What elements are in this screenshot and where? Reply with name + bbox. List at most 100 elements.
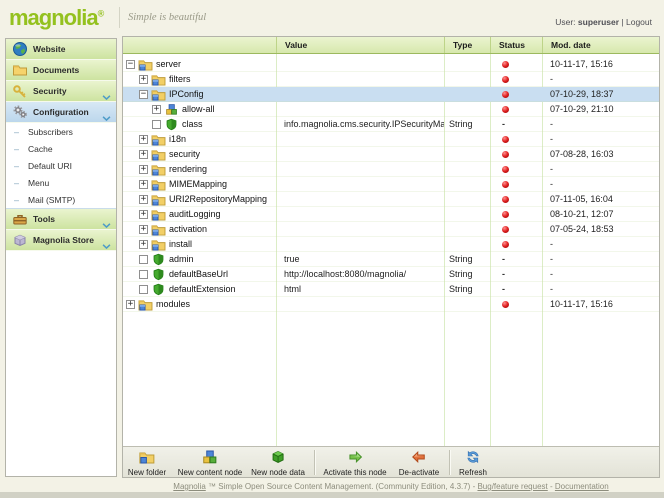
sidebar-item-label: Documents [33, 65, 80, 75]
moddate-cell: 07-08-28, 16:03 [550, 149, 614, 159]
sidebar-subitem-mail-smtp[interactable]: – Mail (SMTP) [6, 191, 116, 208]
new-folder-icon [139, 452, 155, 469]
expand-expander[interactable]: + [139, 238, 148, 249]
tree-row-defaultextension[interactable]: defaultExtension html String - - [123, 282, 659, 297]
sidebar-subitem-menu[interactable]: – Menu [6, 174, 116, 191]
bug-feature-request-link[interactable]: Bug/feature request [477, 482, 548, 491]
column-header-value[interactable]: Value [276, 37, 444, 53]
tree-row-install[interactable]: + install - [123, 237, 659, 252]
new-folder-button[interactable]: New folder [128, 449, 166, 477]
column-header-status[interactable]: Status [490, 37, 542, 53]
status-red-icon [502, 150, 509, 158]
status-red-icon [502, 135, 509, 143]
expand-expander[interactable]: + [139, 163, 148, 174]
tree-row-allow-all[interactable]: + allow-all 07-10-29, 21:10 [123, 102, 659, 117]
logout-link[interactable]: Logout [626, 17, 652, 27]
status-red-icon [502, 210, 509, 218]
new-node-data-button[interactable]: New node data [251, 449, 305, 477]
tree-node-label: modules [156, 299, 191, 309]
sidebar-item-website[interactable]: Website [6, 39, 116, 60]
sidebar-item-security[interactable]: Security [6, 81, 116, 102]
moddate-cell: 07-10-29, 21:10 [550, 104, 614, 114]
expand-expander[interactable]: + [139, 208, 148, 219]
expand-expander[interactable]: + [139, 223, 148, 234]
folder-icon [12, 62, 28, 78]
tree-row-filters[interactable]: + filters - [123, 72, 659, 87]
content-folder-icon [151, 73, 166, 86]
documentation-link[interactable]: Documentation [554, 482, 609, 491]
chevron-down-icon[interactable] [102, 88, 111, 106]
moddate-cell: 07-05-24, 18:53 [550, 224, 614, 234]
tree-name-cell: defaultExtension [123, 282, 276, 296]
content-folder-icon [151, 208, 166, 221]
magnolia-footer-link[interactable]: Magnolia [173, 482, 206, 491]
expand-expander[interactable]: + [139, 148, 148, 159]
tree-row-class[interactable]: class info.magnolia.cms.security.IPSecuri… [123, 117, 659, 132]
de-activate-button[interactable]: De-activate [399, 449, 439, 477]
new-content-node-button[interactable]: New content node [178, 449, 242, 477]
status-cell [490, 180, 542, 188]
chevron-down-icon[interactable] [102, 216, 111, 234]
tree-name-cell: + modules [123, 297, 276, 311]
toolbar-divider [449, 450, 450, 475]
tree-row-i18n[interactable]: + i18n - [123, 132, 659, 147]
leaf-node-box [152, 119, 161, 129]
sidebar-submenu: – Subscribers – Cache – Default URI – Menu – Mail… [6, 123, 116, 209]
expand-expander[interactable]: + [139, 178, 148, 189]
sidebar-item-magnolia-store[interactable]: Magnolia Store [6, 230, 116, 251]
column-header-type[interactable]: Type [444, 37, 490, 53]
column-header-moddate[interactable]: Mod. date [542, 37, 659, 53]
leaf-node-box [139, 269, 148, 279]
tree-row-uri2repositorymapping[interactable]: + URI2RepositoryMapping 07-11-05, 16:04 [123, 192, 659, 207]
action-toolbar: New folder New content node New node data A… [123, 446, 659, 477]
refresh-button[interactable]: Refresh [459, 449, 487, 477]
sidebar-subitem-subscribers[interactable]: – Subscribers [6, 123, 116, 140]
expand-expander[interactable]: + [126, 298, 135, 309]
leaf-node-box [139, 254, 148, 264]
chevron-down-icon[interactable] [102, 109, 111, 127]
sidebar-item-configuration[interactable]: Configuration [6, 102, 116, 123]
content-folder-icon [151, 148, 166, 161]
status-red-icon [502, 300, 509, 308]
status-cell [490, 150, 542, 158]
expand-expander[interactable]: + [152, 103, 161, 114]
chevron-down-icon[interactable] [102, 237, 111, 255]
status-cell [490, 165, 542, 173]
expand-expander[interactable]: + [139, 133, 148, 144]
table-header: Value Type Status Mod. date [123, 37, 659, 54]
tree-row-mimemapping[interactable]: + MIMEMapping - [123, 177, 659, 192]
sidebar-subitem-default-uri[interactable]: – Default URI [6, 157, 116, 174]
tree-row-defaultbaseurl[interactable]: defaultBaseUrl http://localhost:8080/magn… [123, 267, 659, 282]
collapse-expander[interactable]: − [126, 58, 135, 69]
tree-row-modules[interactable]: + modules 10-11-17, 15:16 [123, 297, 659, 312]
tree-row-server[interactable]: − server 10-11-17, 15:16 [123, 57, 659, 72]
status-dash: - [502, 269, 505, 279]
status-cell [490, 135, 542, 143]
column-header-name[interactable] [123, 37, 276, 53]
expand-expander[interactable]: + [139, 73, 148, 84]
moddate-cell: - [550, 74, 553, 84]
tree-name-cell: + auditLogging [123, 207, 276, 221]
toolbar-divider [314, 450, 315, 475]
sidebar-item-tools[interactable]: Tools [6, 209, 116, 230]
status-red-icon [502, 165, 509, 173]
expand-expander[interactable]: + [139, 193, 148, 204]
activate-this-node-button[interactable]: Activate this node [323, 449, 387, 477]
tree-row-auditlogging[interactable]: + auditLogging 08-10-21, 12:07 [123, 207, 659, 222]
registered-mark: ® [97, 8, 105, 19]
tree-row-ipconfig[interactable]: − IPConfig 07-10-29, 18:37 [123, 87, 659, 102]
moddate-cell: 10-11-17, 15:16 [550, 59, 613, 69]
tree-row-activation[interactable]: + activation 07-05-24, 18:53 [123, 222, 659, 237]
sidebar-subitem-cache[interactable]: – Cache [6, 140, 116, 157]
tree-node-label: defaultExtension [169, 284, 236, 294]
toolbar-button-label: Refresh [458, 468, 488, 477]
collapse-expander[interactable]: − [139, 88, 148, 99]
toolbar-button-label: New folder [127, 468, 167, 477]
tree-row-admin[interactable]: admin true String - - [123, 252, 659, 267]
userbar-divider: | [621, 17, 624, 27]
tree-row-security[interactable]: + security 07-08-28, 16:03 [123, 147, 659, 162]
toolbar-button-label: Activate this node [323, 468, 387, 477]
moddate-cell: 08-10-21, 12:07 [550, 209, 614, 219]
sidebar-item-documents[interactable]: Documents [6, 60, 116, 81]
tree-row-rendering[interactable]: + rendering - [123, 162, 659, 177]
